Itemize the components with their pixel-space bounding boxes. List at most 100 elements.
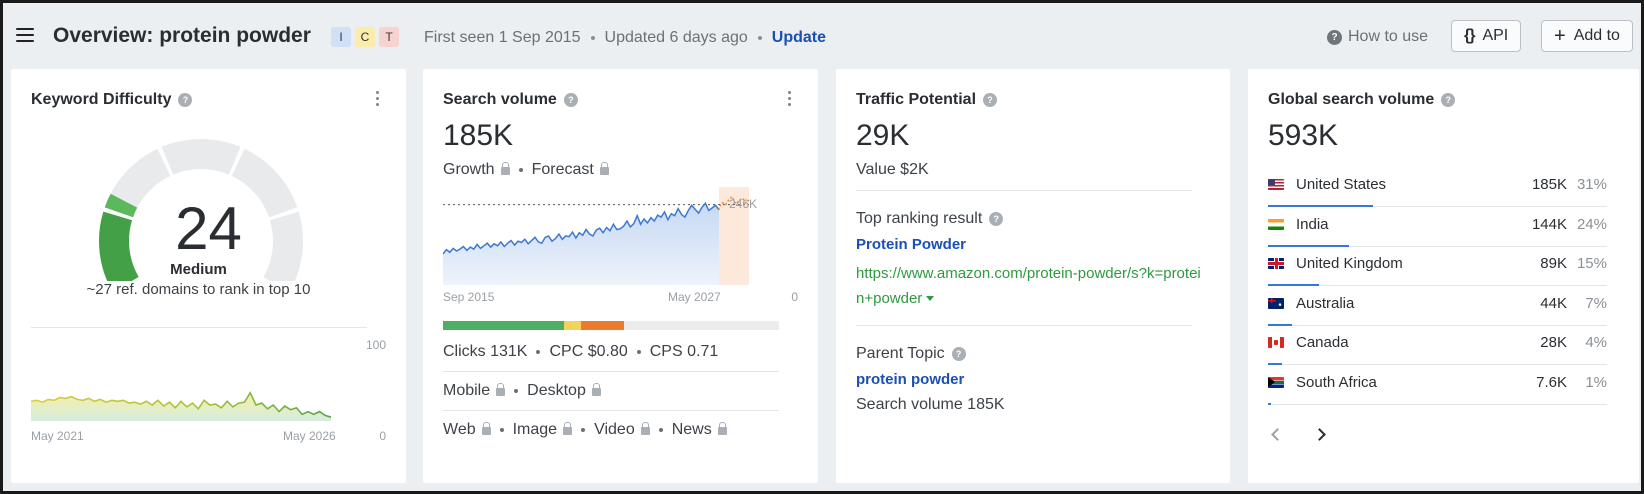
image-label[interactable]: Image [512,421,558,438]
hamburger-menu-icon[interactable] [16,28,34,42]
help-icon[interactable]: ? [951,347,966,361]
lock-icon [591,383,601,396]
gauge-segment [161,139,241,175]
country-percent: 7% [1585,294,1607,312]
keyword-difficulty-title: Keyword Difficulty [31,91,172,108]
gauge-segment [231,148,298,218]
country-row-ca[interactable]: Canada 28K 4% [1268,326,1607,365]
intent-badges: I C T [331,27,399,47]
search-volume-chart [443,187,750,285]
kd-axis-x-start: May 2021 [31,429,84,443]
forecast-label[interactable]: Forecast [531,161,594,178]
row-divider [1268,206,1607,207]
kd-axis-x-end: May 2026 [283,429,336,443]
divider [443,371,779,372]
device-line: Mobile Desktop [443,382,601,400]
add-to-button[interactable]: + Add to [1541,20,1633,52]
row-divider [1268,364,1607,365]
difficulty-gauge [99,139,303,281]
forecast-region [719,187,749,285]
card-title: Global search volume ? [1268,91,1456,109]
flag-gb-icon [1268,258,1284,269]
row-divider [1268,245,1607,247]
braces-icon: {} [1464,27,1475,44]
parent-topic-link[interactable]: protein powder [856,371,965,388]
update-link[interactable]: Update [771,29,826,46]
gauge-segment [263,211,303,281]
separator-dot [658,428,663,432]
help-icon[interactable]: ? [989,212,1004,226]
country-volume: 44K [1540,294,1567,312]
global-search-volume-card: Global search volume ? 593K United State… [1248,69,1639,483]
intent-badge-transactional[interactable]: T [379,27,399,47]
search-volume-line [443,201,720,255]
more-options-icon[interactable] [788,91,792,109]
more-options-icon[interactable] [376,91,380,109]
country-percent: 1% [1585,373,1607,391]
top-ranking-url-link[interactable]: https://www.amazon.com/protein-powder/s?… [856,261,1201,311]
country-name: Australia [1296,294,1355,312]
caret-down-icon[interactable] [926,296,935,301]
top-ranking-label-row: Top ranking result ? [856,210,1004,228]
api-button-label: API [1482,27,1509,44]
search-volume-card: Search volume ? 185K Growth Forecast [423,69,818,483]
separator-dot [514,389,519,393]
lock-icon [496,383,506,396]
help-icon[interactable]: ? [983,93,998,107]
flag-za-icon [1268,376,1284,388]
sv-axis-x-end: May 2027 [668,290,721,304]
lock-icon [563,422,573,435]
country-row-gb[interactable]: United Kingdom 89K 15% [1268,247,1607,286]
country-volume: 144K [1531,215,1567,233]
country-percent: 24% [1576,215,1607,233]
flag-au-icon [1268,297,1284,309]
country-volume: 28K [1540,334,1567,351]
lock-icon [717,422,727,435]
mobile-label[interactable]: Mobile [443,382,491,399]
intent-badge-informational[interactable]: I [331,27,351,47]
country-row-za[interactable]: South Africa 7.6K 1% [1268,366,1607,405]
country-share-bar [1268,284,1319,286]
keyword-meta: First seen 1 Sep 2015 Updated 6 days ago… [424,29,826,47]
difficulty-score: 24 [175,195,242,262]
row-divider [1268,285,1607,286]
difficulty-history-chart [31,391,332,421]
news-label[interactable]: News [671,421,712,438]
help-icon[interactable]: ? [178,93,193,107]
country-row-au[interactable]: Australia 44K 7% [1268,287,1607,326]
how-to-use-link[interactable]: ? How to use [1327,28,1428,46]
separator-dot [536,350,541,354]
help-icon: ? [1327,29,1342,45]
country-row-us[interactable]: United States 185K 31% [1268,168,1607,207]
api-button[interactable]: {} API [1451,20,1522,52]
traffic-potential-value: 29K [856,119,910,152]
card-title: Traffic Potential ? [856,91,998,109]
country-percent: 31% [1576,176,1607,193]
lock-icon [481,422,491,435]
chevron-right-icon [1313,428,1326,441]
help-icon[interactable]: ? [563,93,578,107]
difficulty-level: Medium [170,261,227,278]
page-header: Overview: protein powder I C T First see… [6,6,1644,64]
top-ranking-title-link[interactable]: Protein Powder [856,236,967,253]
lock-icon [500,162,510,175]
top-ranking-url: https://www.amazon.com/protein-powder/s?… [856,265,1201,307]
video-label[interactable]: Video [594,421,635,438]
divider [856,325,1192,326]
previous-page-button[interactable] [1271,419,1284,445]
country-share-bar [1268,402,1272,405]
parent-topic-label-row: Parent Topic ? [856,345,966,363]
traffic-potential-title: Traffic Potential [856,91,977,108]
help-icon[interactable]: ? [1441,93,1456,107]
next-page-button[interactable] [1313,419,1326,445]
desktop-label[interactable]: Desktop [527,382,586,399]
country-row-in[interactable]: India 144K 24% [1268,208,1607,247]
growth-label[interactable]: Growth [443,161,495,178]
intent-badge-commercial[interactable]: C [355,27,375,47]
divider [31,327,367,328]
web-label[interactable]: Web [443,421,476,438]
card-title: Keyword Difficulty ? [31,91,193,109]
flag-ca-icon [1268,337,1284,348]
first-seen-text: First seen 1 Sep 2015 [424,29,581,46]
difficulty-description: ~27 ref. domains to rank in top 10 [86,281,311,298]
